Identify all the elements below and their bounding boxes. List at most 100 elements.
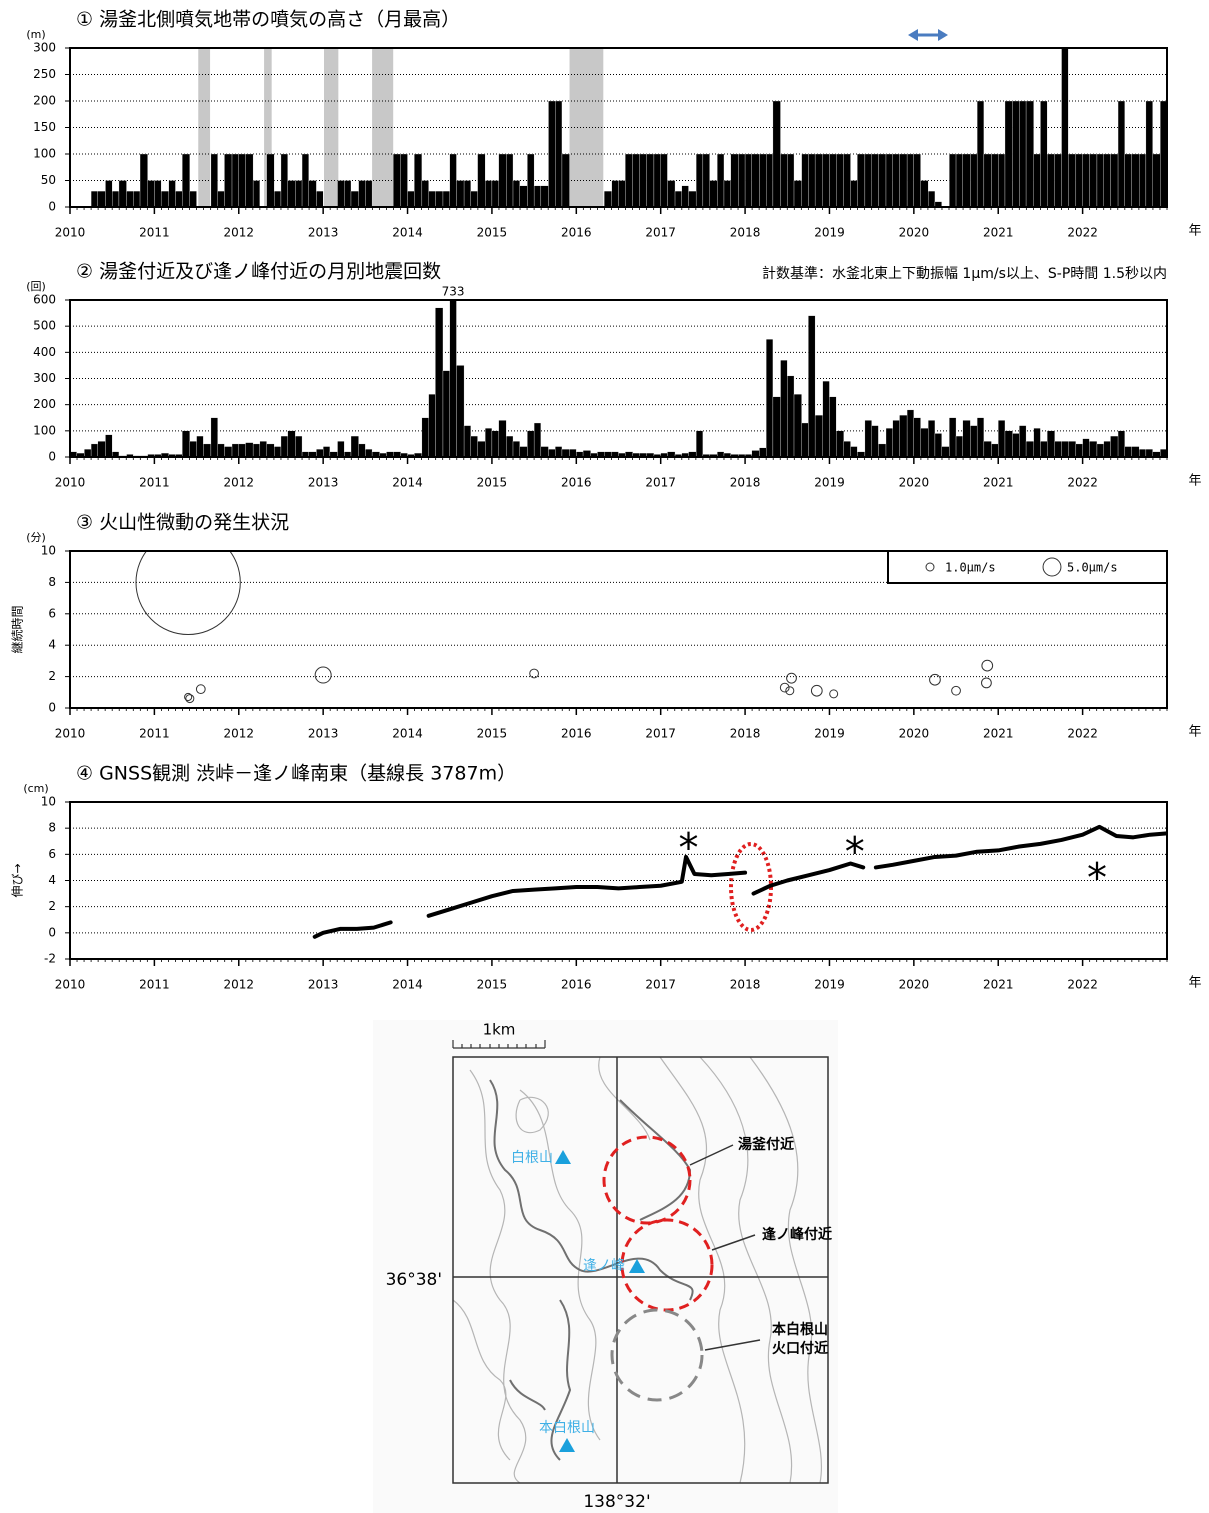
x-tick-label: 2022 [1067, 226, 1098, 240]
x-tick-label: 2022 [1067, 476, 1098, 490]
bar [224, 446, 233, 457]
bar [477, 153, 486, 207]
x-tick-label: 2014 [392, 978, 423, 992]
y-axis-title: 継続時間 [10, 605, 25, 653]
bar [829, 153, 837, 207]
bar [892, 420, 900, 457]
area-label: 逢ノ峰付近 [762, 1226, 832, 1243]
bar [1110, 153, 1119, 207]
plot-area [90, 48, 1167, 207]
x-tick-label: 2014 [392, 226, 423, 240]
chart-title: ② 湯釜付近及び逢ノ峰付近の月別地震回数 [76, 261, 441, 283]
bar [569, 448, 577, 457]
bar [477, 441, 486, 457]
bar [934, 433, 942, 457]
bar [133, 190, 141, 207]
x-tick-label: 2021 [983, 226, 1014, 240]
x-tick-label: 2015 [477, 727, 508, 741]
x-tick-label: 2012 [223, 727, 254, 741]
bar [168, 180, 176, 207]
bar [1082, 153, 1090, 207]
legend-label: 1.0μm/s [945, 561, 996, 575]
bar [695, 430, 704, 457]
bar [203, 443, 212, 457]
bar [259, 441, 267, 457]
bar [772, 396, 781, 457]
bar [906, 153, 914, 207]
map: 1km 36°38' 138°32' 白根山 逢ノ峰 本白根山 湯釜付近 逢ノ峰… [373, 1020, 838, 1513]
bar [744, 153, 752, 207]
bar [470, 190, 478, 207]
bar [928, 420, 936, 457]
bar [358, 180, 366, 207]
x-tick-label: 2011 [139, 476, 170, 490]
x-tick-label: 2020 [899, 978, 930, 992]
x-tick-label: 2015 [477, 226, 508, 240]
bar [808, 315, 816, 457]
bar [555, 446, 563, 457]
annotation: * [1087, 856, 1107, 902]
bubble [951, 685, 961, 696]
bar [323, 446, 331, 457]
scale-bar [452, 1040, 546, 1049]
y-tick-label: 8 [48, 821, 56, 835]
bubble [184, 692, 193, 702]
y-tick-label: 0 [48, 701, 56, 715]
bar [147, 180, 155, 207]
bubble [829, 689, 839, 699]
bar [498, 153, 507, 207]
bar [1068, 153, 1077, 207]
missing-period [198, 48, 211, 207]
bar [442, 190, 450, 207]
bar [949, 417, 957, 457]
area-label: 火口付近 [772, 1340, 828, 1357]
chart-title: ④ GNSS観測 渋峠－逢ノ峰南東（基線長 3787m） [76, 763, 516, 785]
bar [182, 430, 190, 457]
bar [766, 339, 774, 457]
bar [970, 425, 978, 457]
y-tick-label: 2 [48, 669, 56, 683]
x-tick-label: 2019 [814, 727, 845, 741]
plot-frame [69, 47, 1168, 208]
bar [280, 435, 288, 457]
bar [463, 425, 471, 457]
x-tick-label: 2013 [308, 476, 339, 490]
bar [533, 422, 542, 457]
bar [456, 180, 465, 207]
bar [843, 441, 851, 457]
bar [84, 448, 92, 457]
bar [1131, 446, 1140, 457]
bar [506, 435, 514, 457]
bar [1004, 430, 1013, 457]
bar [991, 153, 999, 207]
x-tick-label: 2012 [223, 978, 254, 992]
bar [245, 442, 254, 457]
x-tick-label: 2016 [561, 226, 592, 240]
bar [189, 190, 197, 207]
bar [512, 441, 520, 457]
bar [983, 153, 992, 207]
map-frame [452, 1056, 829, 1484]
bar [793, 394, 802, 457]
x-tick-label: 2019 [814, 226, 845, 240]
bar [182, 153, 190, 207]
bar [365, 180, 373, 207]
y-tick-label: 300 [33, 41, 56, 55]
bar [730, 153, 739, 207]
bar [561, 448, 570, 457]
bar [759, 447, 767, 457]
bar [962, 420, 971, 457]
bar [217, 443, 225, 457]
bar [787, 375, 795, 457]
bubble [786, 672, 797, 684]
y-tick-label: 0 [48, 200, 56, 214]
bar [814, 153, 823, 207]
bar [485, 180, 493, 207]
y-tick-label: 200 [33, 397, 56, 411]
bar [829, 396, 837, 457]
bar [1103, 153, 1111, 207]
bar [231, 443, 239, 457]
peak-label: 白根山 [511, 1150, 553, 1166]
